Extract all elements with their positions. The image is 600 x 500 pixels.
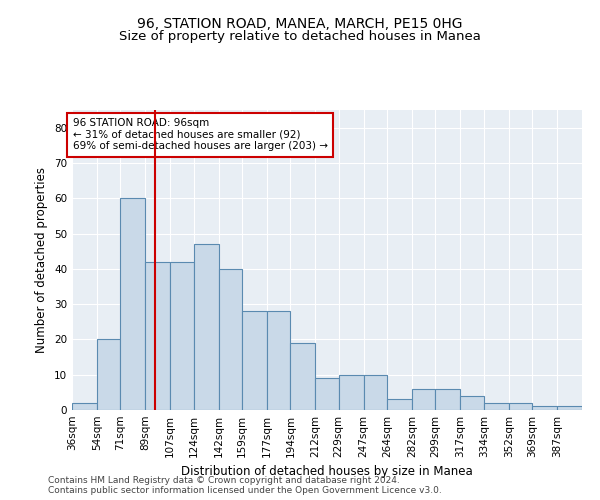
Bar	[509, 403, 532, 410]
Bar	[170, 262, 194, 410]
Bar	[72, 403, 97, 410]
Text: Contains HM Land Registry data © Crown copyright and database right 2024.
Contai: Contains HM Land Registry data © Crown c…	[48, 476, 442, 495]
Text: 96, STATION ROAD, MANEA, MARCH, PE15 0HG: 96, STATION ROAD, MANEA, MARCH, PE15 0HG	[137, 18, 463, 32]
Bar	[121, 198, 145, 410]
Bar	[460, 396, 484, 410]
Text: Size of property relative to detached houses in Manea: Size of property relative to detached ho…	[119, 30, 481, 43]
Bar	[218, 269, 242, 410]
Bar	[557, 406, 582, 410]
Bar	[387, 400, 412, 410]
Bar	[97, 340, 121, 410]
Bar	[267, 311, 290, 410]
Bar	[315, 378, 339, 410]
Bar	[339, 374, 364, 410]
X-axis label: Distribution of detached houses by size in Manea: Distribution of detached houses by size …	[181, 466, 473, 478]
Bar	[194, 244, 218, 410]
Bar	[364, 374, 387, 410]
Bar	[290, 343, 315, 410]
Y-axis label: Number of detached properties: Number of detached properties	[35, 167, 49, 353]
Bar	[436, 389, 460, 410]
Bar	[242, 311, 267, 410]
Bar	[412, 389, 436, 410]
Bar	[484, 403, 509, 410]
Text: 96 STATION ROAD: 96sqm
← 31% of detached houses are smaller (92)
69% of semi-det: 96 STATION ROAD: 96sqm ← 31% of detached…	[73, 118, 328, 152]
Bar	[532, 406, 557, 410]
Bar	[145, 262, 170, 410]
